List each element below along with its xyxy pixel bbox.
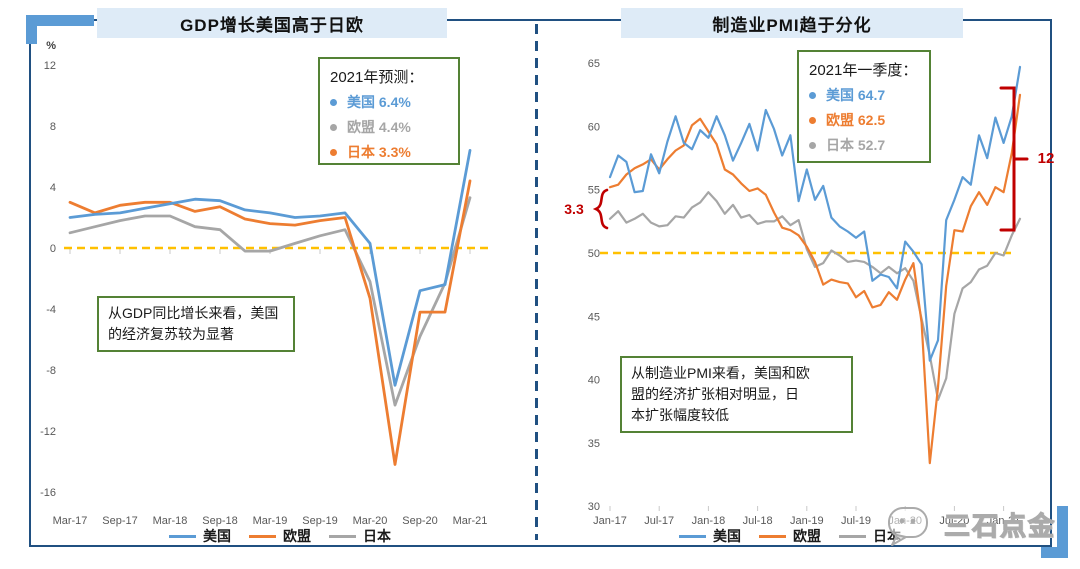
legend-swatch xyxy=(329,534,356,538)
quarter-box: 2021年一季度： 美国 64.7 欧盟 62.5 日本 52.7 xyxy=(797,50,931,163)
legend-swatch xyxy=(169,534,196,538)
gap-label-3-3: 3.3 xyxy=(564,201,584,217)
y-axis-unit-label: % xyxy=(46,40,56,52)
forecast-item-label: 美国 6.4% xyxy=(347,94,411,110)
bullet-icon xyxy=(809,116,816,124)
forecast-item-label: 日本 3.3% xyxy=(347,144,411,160)
annotation-line: 从GDP同比增长来看，美国 xyxy=(108,305,279,321)
corner-accent-top-left xyxy=(26,15,94,26)
bullet-icon xyxy=(809,91,816,99)
bullet-icon xyxy=(330,98,337,106)
right-chart-legend: 美国 欧盟 日本 xyxy=(630,527,950,545)
forecast-item-eu: 欧盟 4.4% xyxy=(330,117,450,137)
watermark-text: 三石点金 xyxy=(943,510,1057,541)
legend-label: 欧盟 xyxy=(283,528,311,544)
legend-label: 美国 xyxy=(203,528,231,544)
quarter-item-us: 美国 64.7 xyxy=(809,85,921,105)
panel-divider xyxy=(535,24,538,540)
annotation-line: 的经济复苏较为显著 xyxy=(108,326,234,342)
right-annotation-box: 从制造业PMI来看，美国和欧 盟的经济扩张相对明显，日 本扩张幅度较低 xyxy=(620,356,853,433)
outer-frame xyxy=(29,19,1052,547)
quarter-item-label: 美国 64.7 xyxy=(826,87,886,103)
legend-item: 欧盟 xyxy=(759,526,821,546)
corner-accent-top-left xyxy=(26,15,37,44)
forecast-box: 2021年预测： 美国 6.4% 欧盟 4.4% 日本 3.3% xyxy=(318,57,460,165)
left-annotation-box: 从GDP同比增长来看，美国 的经济复苏较为显著 xyxy=(97,296,295,352)
legend-item: 美国 xyxy=(679,526,741,546)
right-chart-title: 制造业PMI趋于分化 xyxy=(621,8,963,38)
annotation-line: 盟的经济扩张相对明显，日 xyxy=(631,386,799,402)
quarter-box-heading: 2021年一季度： xyxy=(809,62,918,79)
legend-swatch xyxy=(679,534,706,538)
corner-accent-bottom-right xyxy=(1057,506,1068,558)
legend-swatch xyxy=(759,534,786,538)
wechat-icon xyxy=(888,507,928,546)
bullet-icon xyxy=(330,148,337,156)
legend-label: 美国 xyxy=(713,528,741,544)
legend-item: 欧盟 xyxy=(249,526,311,546)
forecast-item-us: 美国 6.4% xyxy=(330,92,450,112)
quarter-item-jp: 日本 52.7 xyxy=(809,135,921,155)
corner-accent-bottom-right xyxy=(1041,547,1068,558)
legend-item: 日本 xyxy=(329,526,391,546)
quarter-item-label: 日本 52.7 xyxy=(826,137,886,153)
legend-label: 欧盟 xyxy=(793,528,821,544)
quarter-item-eu: 欧盟 62.5 xyxy=(809,110,921,130)
legend-swatch xyxy=(249,534,276,538)
legend-item: 美国 xyxy=(169,526,231,546)
legend-label: 日本 xyxy=(363,528,391,544)
left-chart-legend: 美国 欧盟 日本 xyxy=(120,527,440,545)
bullet-icon xyxy=(330,123,337,131)
bullet-icon xyxy=(809,141,816,149)
forecast-box-heading: 2021年预测： xyxy=(330,69,424,86)
annotation-line: 本扩张幅度较低 xyxy=(631,407,729,423)
forecast-item-jp: 日本 3.3% xyxy=(330,142,450,162)
left-chart-title: GDP增长美国高于日欧 xyxy=(97,8,447,38)
forecast-item-label: 欧盟 4.4% xyxy=(347,119,411,135)
quarter-item-label: 欧盟 62.5 xyxy=(826,112,886,128)
annotation-line: 从制造业PMI来看，美国和欧 xyxy=(631,365,810,381)
legend-swatch xyxy=(839,534,866,538)
gap-label-12: 12 xyxy=(1037,150,1055,167)
